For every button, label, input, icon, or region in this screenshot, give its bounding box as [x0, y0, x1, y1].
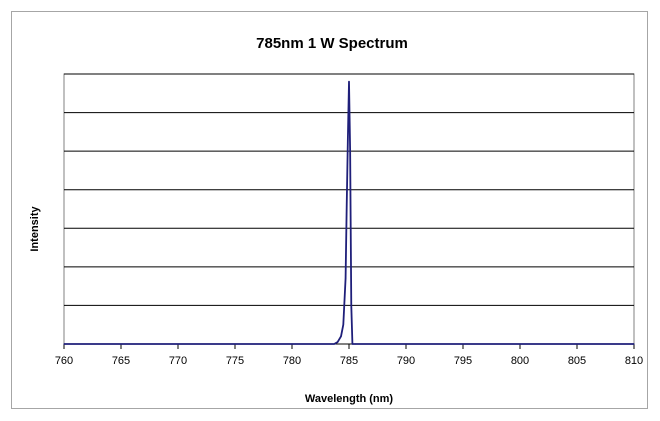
spectrum-data-point: [350, 304, 352, 307]
spectrum-data-point: [340, 335, 342, 337]
spectrum-data-point: [346, 204, 348, 206]
spectrum-data-point: [349, 150, 351, 152]
x-tick-label: 810: [625, 355, 643, 367]
x-tick-label: 780: [283, 355, 301, 367]
spectrum-data-point: [344, 277, 347, 280]
x-tick-label: 760: [55, 355, 73, 367]
spectrum-data-point: [351, 343, 354, 345]
spectrum-series-line: [64, 80, 634, 345]
x-tick-label: 770: [169, 355, 187, 367]
spectrum-data-point: [63, 343, 65, 345]
x-tick-label: 800: [511, 355, 529, 367]
spectrum-data-point: [333, 343, 335, 345]
chart-title: 785nm 1 W Spectrum: [256, 35, 408, 52]
series-layer: [63, 80, 635, 345]
x-tick-label: 795: [454, 355, 472, 367]
spectrum-data-point: [633, 343, 635, 345]
spectrum-data-point: [355, 343, 357, 345]
x-tick-label: 790: [397, 355, 415, 367]
x-tick-label: 785: [340, 355, 358, 367]
spectrum-data-point: [337, 341, 339, 343]
gridlines: [64, 73, 634, 306]
y-axis-label: Intensity: [29, 206, 41, 252]
x-tick-label: 775: [226, 355, 244, 367]
x-tick-label: 805: [568, 355, 586, 367]
spectrum-data-point: [348, 81, 350, 83]
x-axis-label: Wavelength (nm): [305, 393, 394, 405]
spectrum-data-point: [342, 324, 344, 326]
x-axis: 760 765 770 775 780 785 790 795 800 805 810: [55, 343, 643, 367]
x-tick-label: 765: [112, 355, 130, 367]
spectrum-data-point: [347, 138, 349, 141]
